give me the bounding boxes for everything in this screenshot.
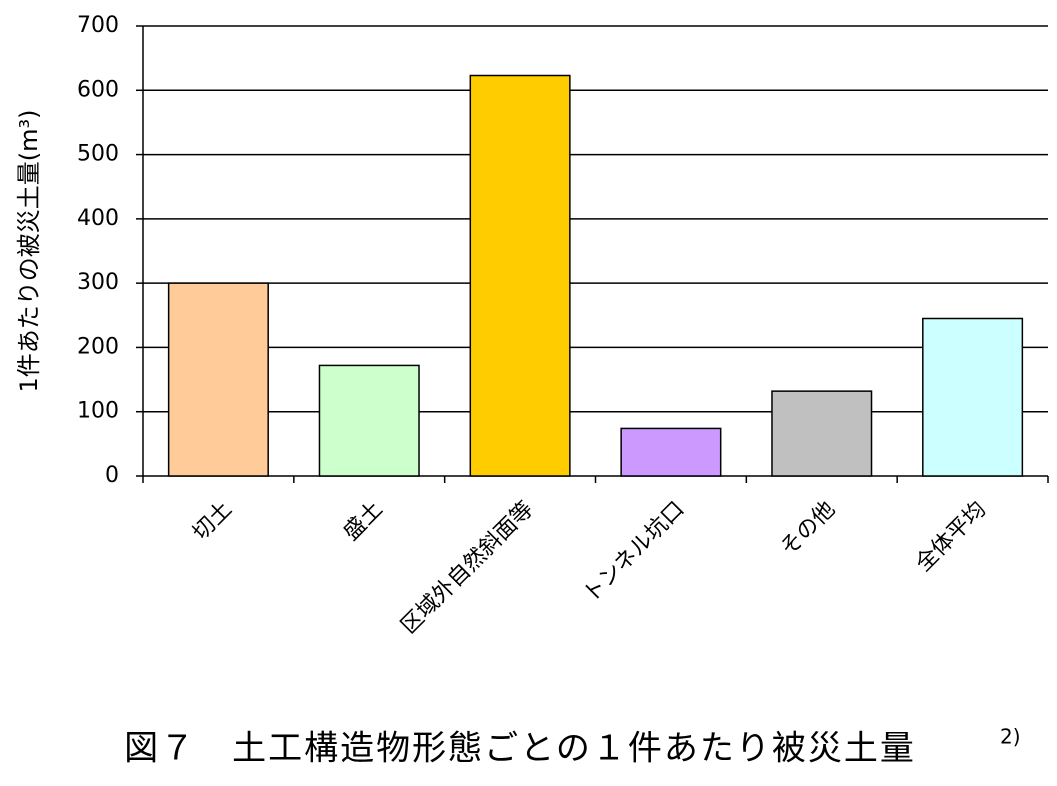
bar (620, 427, 722, 477)
y-tick-label: 700 (77, 13, 119, 38)
y-tick-label: 600 (77, 77, 119, 102)
bar (469, 74, 571, 477)
bar (318, 364, 420, 477)
chart-title: 図７ 土工構造物形態ごとの１件あたり被災土量 (124, 729, 916, 769)
y-axis-label: 1件あたりの被災土量(m³) (15, 110, 43, 393)
y-tick-label: 100 (77, 399, 119, 424)
y-tick-label: 300 (77, 270, 119, 295)
x-tick-label: 区域外自然斜面等 (396, 497, 538, 639)
x-tick-label: 全体平均 (911, 497, 991, 577)
x-tick-label: 切土 (188, 497, 237, 546)
y-tick-label: 400 (77, 206, 119, 231)
bar (771, 390, 873, 477)
y-tick-label: 0 (105, 463, 119, 488)
bar (922, 317, 1024, 477)
x-tick-label: 盛土 (339, 497, 388, 546)
x-tick-label: その他 (776, 497, 840, 561)
y-tick-label: 200 (77, 334, 119, 359)
title-reference: 2) (1000, 725, 1021, 749)
bar (167, 282, 269, 477)
y-tick-label: 500 (77, 142, 119, 167)
x-tick-label: トンネル坑口 (579, 497, 690, 608)
